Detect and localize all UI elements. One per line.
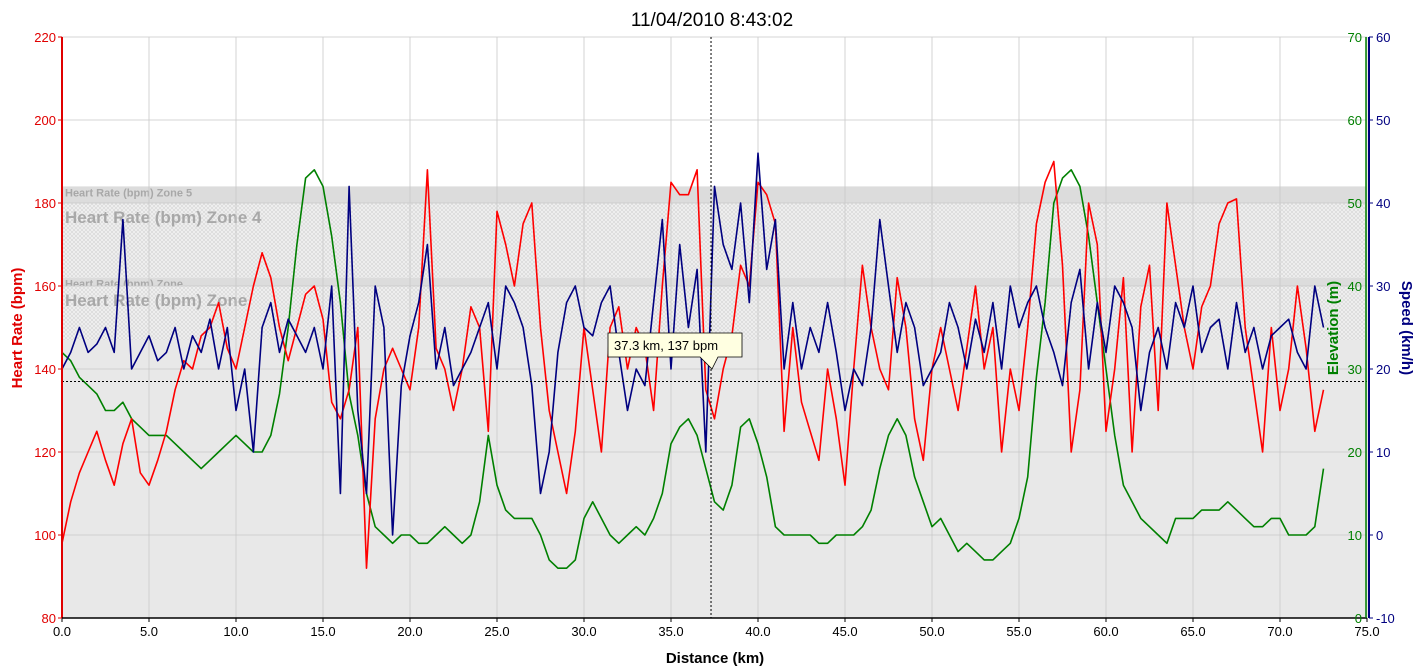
tooltip-text: 37.3 km, 137 bpm [614,338,718,353]
x-axis-label: Distance (km) [666,650,764,667]
hr-tick-label-2: 120 [34,445,56,460]
speed-tick-label-6: 50 [1376,113,1390,128]
speed-axis-label: Speed (km/h) [1398,281,1415,375]
zone-label-0: Heart Rate (bpm) Zone 5 [65,187,192,199]
hr-tick-label-3: 140 [34,362,56,377]
speed-tick-label-7: 60 [1376,30,1390,45]
chart-title: 11/04/2010 8:43:02 [631,10,793,31]
elevation-tick-label-1: 10 [1348,528,1362,543]
x-tick-label-15: 75.0 [1354,624,1379,639]
zone-band-4 [62,339,1367,618]
series-speed [61,152,1325,536]
speed-tick-label-3: 20 [1376,362,1390,377]
speed-tick-label-5: 40 [1376,196,1390,211]
elevation-tick-label-3: 30 [1348,362,1362,377]
speed-tick-label-4: 30 [1376,279,1390,294]
x-tick-label-0: 0.0 [53,624,71,639]
elevation-tick-label-0: 0 [1355,611,1362,626]
tooltip: 37.3 km, 137 bpm [607,332,743,370]
x-tick-label-11: 55.0 [1006,624,1031,639]
series-heart-rate [61,160,1325,570]
hr-tick-label-1: 100 [34,528,56,543]
elevation-tick-label-5: 50 [1348,196,1362,211]
hr-tick-label-0: 80 [42,611,56,626]
axes: 0.0 5.0 10.0 15.0 20.0 25.0 30.0 35.0 40.0 45.0 50… [34,30,1395,639]
x-tick-label-2: 10.0 [223,624,248,639]
x-tick-label-14: 70.0 [1267,624,1292,639]
x-tick-label-1: 5.0 [140,624,158,639]
elevation-tick-label-6: 60 [1348,113,1362,128]
hr-tick-label-4: 160 [34,279,56,294]
x-tick-label-12: 60.0 [1093,624,1118,639]
x-tick-label-9: 45.0 [832,624,857,639]
hr-tick-label-7: 220 [34,30,56,45]
zone-band-2 [62,277,1367,286]
x-tick-label-6: 30.0 [571,624,596,639]
x-tick-label-7: 35.0 [658,624,683,639]
x-tick-label-3: 15.0 [310,624,335,639]
x-tick-label-5: 25.0 [484,624,509,639]
elevation-tick-label-4: 40 [1348,279,1362,294]
speed-tick-label-1: 0 [1376,528,1383,543]
elevation-tick-label-7: 70 [1348,30,1362,45]
elevation-tick-label-2: 20 [1348,445,1362,460]
elevation-axis-label: Elevation (m) [1325,281,1342,375]
crosshair [62,37,1367,618]
x-tick-label-13: 65.0 [1180,624,1205,639]
hr-tick-label-5: 180 [34,196,56,211]
series-lines [61,152,1325,570]
x-tick-label-8: 40.0 [745,624,770,639]
series-elevation [61,169,1325,570]
grid-lines [61,36,1368,619]
speed-tick-label-2: 10 [1376,445,1390,460]
hr-axis-label: Heart Rate (bpm) [9,268,26,389]
zone-label-1: Heart Rate (bpm) Zone 4 [65,208,262,227]
speed-tick-label-0: -10 [1376,611,1395,626]
zone-bands: Heart Rate (bpm) Zone 5 Heart Rate (bpm) … [62,186,1367,618]
x-tick-label-4: 20.0 [397,624,422,639]
x-tick-label-10: 50.0 [919,624,944,639]
hr-tick-label-6: 200 [34,113,56,128]
zone-label-3: Heart Rate (bpm) Zone [65,291,247,310]
